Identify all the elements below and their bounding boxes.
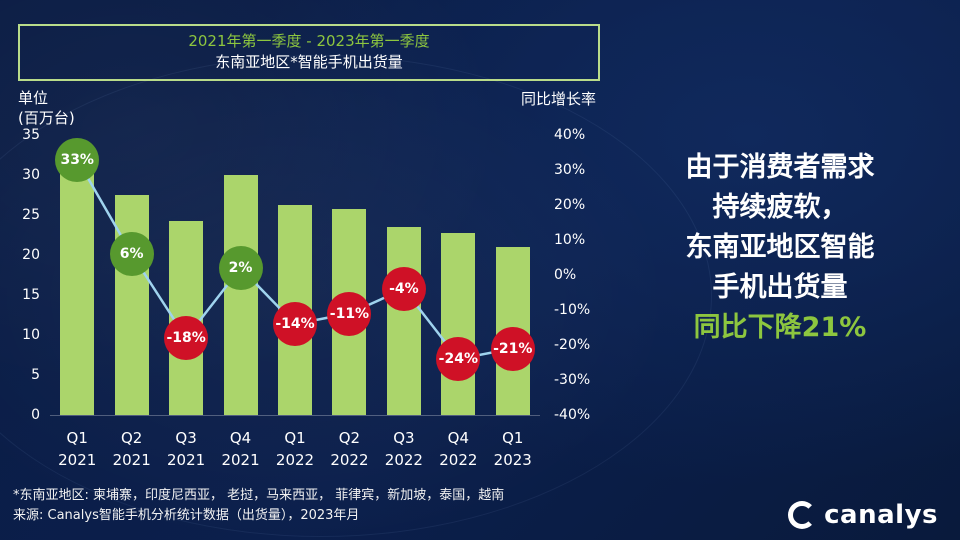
- x-axis-baseline: [50, 415, 540, 416]
- x-axis-label-quarter: Q1: [502, 429, 524, 447]
- annotation-highlight: 同比下降21%: [693, 312, 867, 343]
- x-axis-label-year: 2022: [439, 451, 478, 469]
- growth-data-point: -4%: [381, 267, 426, 311]
- x-axis-label-year: 2022: [330, 451, 369, 469]
- x-axis-label-year: 2021: [58, 451, 97, 469]
- y-axis-tick-left: 0: [31, 407, 40, 423]
- annotation-line: 手机出货量: [712, 272, 848, 303]
- x-axis-label-year: 2023: [493, 451, 532, 469]
- shipment-bar: [60, 155, 95, 415]
- canalys-logo-icon: [788, 501, 817, 529]
- x-axis-label-year: 2021: [167, 451, 206, 469]
- left-axis-title: 单位 (百万台): [18, 88, 75, 128]
- y-axis-tick-left: 10: [22, 327, 40, 343]
- growth-data-point: 2%: [218, 246, 263, 290]
- y-axis-tick-left: 15: [22, 287, 40, 303]
- growth-data-point: 6%: [109, 232, 154, 276]
- x-axis-label-year: 2021: [112, 451, 151, 469]
- x-axis-label-quarter: Q1: [284, 429, 306, 447]
- annotation-line: 由于消费者需求: [685, 152, 875, 183]
- growth-data-point: -24%: [436, 337, 481, 381]
- growth-data-point: 33%: [55, 137, 100, 182]
- y-axis-tick-right: 10%: [554, 232, 586, 248]
- y-axis-tick-right: -30%: [554, 372, 591, 388]
- chart-title-box: 2021年第一季度 - 2023年第一季度 东南亚地区*智能手机出货量: [18, 24, 600, 81]
- y-axis-tick-left: 5: [31, 367, 40, 383]
- annotation-line: 东南亚地区智能: [685, 232, 875, 263]
- x-axis-label: Q1 2022: [276, 427, 314, 471]
- growth-data-point: -18%: [164, 316, 209, 360]
- shipment-bar: [114, 195, 149, 415]
- x-axis-label-quarter: Q2: [120, 429, 143, 447]
- left-axis-title-line2: (百万台): [18, 109, 75, 127]
- x-axis-label-quarter: Q4: [229, 429, 252, 447]
- x-axis-label-quarter: Q3: [393, 429, 415, 447]
- canalys-logo-text: canalys: [824, 500, 938, 530]
- x-axis-label-quarter: Q1: [66, 429, 88, 447]
- annotation-lines: 由于消费者需求 持续疲软， 东南亚地区智能 手机出货量: [608, 148, 952, 308]
- x-axis-label-quarter: Q2: [338, 429, 361, 447]
- x-axis-label-quarter: Q3: [175, 429, 197, 447]
- y-axis-tick-left: 35: [22, 127, 40, 143]
- growth-data-point: -21%: [490, 326, 535, 371]
- chart-title-period: 2021年第一季度 - 2023年第一季度: [188, 32, 430, 50]
- y-axis-tick-right: 0%: [554, 267, 577, 283]
- x-axis-label-year: 2022: [275, 451, 315, 469]
- right-axis-title: 同比增长率: [520, 90, 596, 108]
- annotation-line: 持续疲软，: [712, 192, 848, 223]
- x-axis-label-quarter: Q4: [447, 429, 469, 447]
- growth-data-point: -11%: [327, 291, 372, 336]
- y-axis-tick-right: 30%: [554, 162, 586, 178]
- shipment-bar: [223, 175, 258, 415]
- canalys-logo: canalys: [788, 500, 938, 530]
- y-axis-tick-right: -10%: [554, 302, 591, 318]
- x-axis-label: Q2 2021: [113, 427, 151, 471]
- left-axis-title-line1: 单位: [18, 89, 49, 107]
- annotation-block: 由于消费者需求 持续疲软， 东南亚地区智能 手机出货量 同比下降21%: [608, 148, 952, 348]
- x-axis-label: Q3 2022: [385, 427, 423, 471]
- shipment-bar: [441, 232, 476, 415]
- y-axis-tick-right: 40%: [554, 127, 586, 143]
- x-axis-label: Q1 2023: [494, 427, 532, 471]
- x-axis-label: Q3 2021: [167, 427, 205, 471]
- chart-title-main: 东南亚地区*智能手机出货量: [215, 53, 403, 71]
- footnote: *东南亚地区: 柬埔寨，印度尼西亚， 老挝，马来西亚， 菲律宾，新加坡，泰国，越…: [13, 486, 504, 526]
- growth-data-point: -14%: [273, 302, 317, 346]
- footnote-source: 来源: Canalys智能手机分析统计数据（出货量），2023年月: [13, 508, 360, 523]
- x-axis-label: Q2 2022: [330, 427, 368, 471]
- x-axis-label: Q4 2022: [439, 427, 477, 471]
- y-axis-tick-right: -20%: [554, 337, 591, 353]
- y-axis-tick-left: 30: [22, 167, 40, 183]
- shipment-bar: [386, 227, 421, 415]
- x-axis-label-year: 2021: [221, 451, 260, 469]
- chart-plot: 35 30 25 20 15 10 5 0 40% 30% 20% 10% 0% -10% -20% -30%…: [22, 127, 590, 469]
- y-axis-tick-right: -40%: [554, 407, 591, 423]
- y-axis-tick-right: 20%: [554, 197, 586, 213]
- y-axis-tick-left: 20: [22, 247, 40, 263]
- x-axis-label: Q1 2021: [58, 427, 96, 471]
- y-axis-tick-left: 25: [22, 207, 40, 223]
- x-axis-label-year: 2022: [384, 451, 423, 469]
- footnote-region-definition: *东南亚地区: 柬埔寨，印度尼西亚， 老挝，马来西亚， 菲律宾，新加坡，泰国，越…: [13, 488, 505, 503]
- x-axis-label: Q4 2021: [221, 427, 259, 471]
